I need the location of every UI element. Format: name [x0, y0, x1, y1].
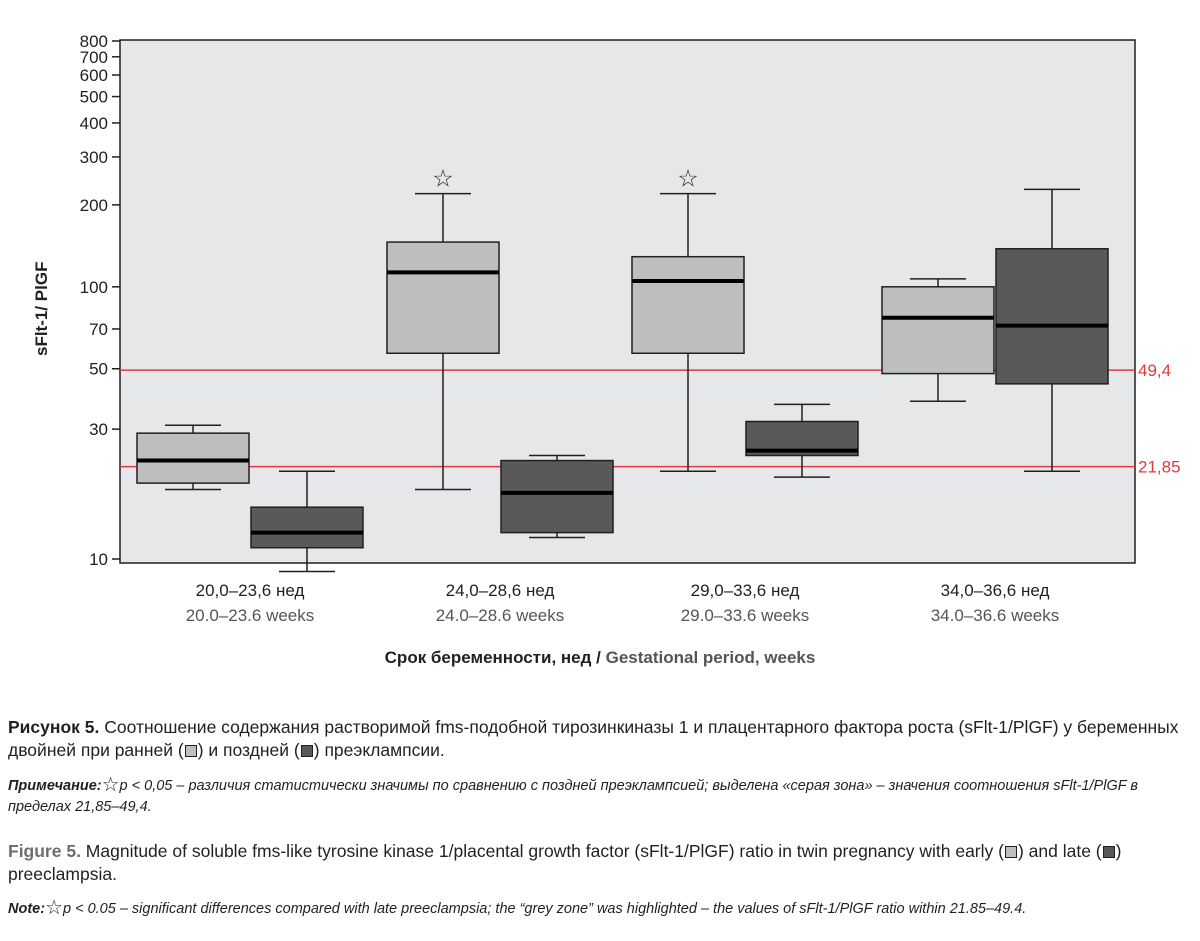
- box-series: [136, 188, 1109, 573]
- x-axis-title-sep: /: [591, 648, 606, 667]
- box-late: [500, 454, 614, 539]
- early-legend-square-icon: [1004, 846, 1017, 858]
- y-tick-label: 50: [89, 360, 108, 379]
- caption-ru-text-1: Соотношение содержания растворимой fms-п…: [8, 717, 1179, 760]
- caption-en-text-2: ) and late (: [1017, 841, 1102, 861]
- y-tick-label: 600: [80, 66, 108, 85]
- y-tick-label: 800: [80, 32, 108, 51]
- box-late: [250, 470, 364, 573]
- x-category-label-ru: 24,0–28,6 нед: [446, 581, 555, 600]
- y-tick-label: 100: [80, 278, 108, 297]
- x-axis-title-ru: Срок беременности, нед: [384, 648, 592, 667]
- box-iqr: [250, 506, 364, 549]
- x-axis-title-en: Gestational period, weeks: [605, 648, 816, 667]
- note-ru: Примечание:☆p < 0,05 – различия статисти…: [8, 774, 1188, 818]
- x-category-label-en: 20.0–23.6 weeks: [186, 606, 315, 625]
- caption-en-text-3: ) preeclampsia.: [8, 841, 1122, 884]
- caption-ru-text-2: ) и поздней (: [197, 740, 300, 760]
- x-category-label-en: 34.0–36.6 weeks: [931, 606, 1060, 625]
- early-legend-square-icon: [184, 745, 197, 757]
- y-tick-label: 300: [80, 148, 108, 167]
- box-early: [881, 278, 995, 402]
- box-iqr: [500, 459, 614, 534]
- y-tick-label: 200: [80, 196, 108, 215]
- note-en-label: Note:: [8, 901, 46, 917]
- x-category-label-en: 29.0–33.6 weeks: [681, 606, 810, 625]
- y-tick-label: 500: [80, 88, 108, 107]
- star-icon: ☆: [45, 897, 63, 919]
- x-category-label-ru: 20,0–23,6 нед: [196, 581, 305, 600]
- box-late: [745, 403, 859, 478]
- box-early: [631, 192, 745, 473]
- note-en-text: p < 0.05 – significant differences compa…: [63, 901, 1027, 917]
- box-iqr: [631, 255, 745, 355]
- y-axis-title: sFlt-1/ PlGF: [32, 261, 51, 356]
- caption-en-text-1: Magnitude of soluble fms-like tyrosine k…: [80, 841, 1004, 861]
- y-tick-label: 30: [89, 420, 108, 439]
- caption-ru: Рисунок 5. Соотношение содержания раство…: [8, 716, 1188, 762]
- late-legend-square-icon: [1102, 846, 1115, 858]
- y-tick-label: 70: [89, 320, 108, 339]
- late-legend-square-icon: [300, 745, 313, 757]
- star-icon: ☆: [101, 774, 120, 796]
- x-axis-labels: 20,0–23,6 нед 20.0–23.6 weeks 24,0–28,6 не…: [186, 581, 1060, 625]
- note-ru-text: p < 0,05 – различия статистически значим…: [8, 778, 1138, 815]
- box-iqr: [386, 241, 500, 355]
- x-axis-title: Срок беременности, нед / Gestational per…: [0, 648, 1200, 668]
- reference-line-label: 21,85: [1138, 458, 1181, 477]
- box-early: [136, 424, 250, 491]
- y-tick-label: 700: [80, 48, 108, 67]
- box-early: [386, 192, 500, 491]
- y-tick-label: 10: [89, 550, 108, 569]
- significance-markers: ☆ ☆: [432, 165, 699, 192]
- box-iqr: [995, 247, 1109, 385]
- caption-ru-text-3: ) преэклампсии.: [313, 740, 445, 760]
- box-iqr: [136, 432, 250, 484]
- box-late: [995, 188, 1109, 473]
- x-category-label-en: 24.0–28.6 weeks: [436, 606, 565, 625]
- caption-en-title: Figure 5.: [8, 841, 81, 861]
- significance-star-icon: ☆: [677, 165, 699, 192]
- box-iqr: [881, 286, 995, 375]
- caption-en: Figure 5. Magnitude of soluble fms-like …: [8, 840, 1188, 886]
- note-en: Note:☆p < 0.05 – significant differences…: [8, 897, 1188, 920]
- note-ru-label: Примечание:: [8, 778, 102, 794]
- significance-star-icon: ☆: [432, 165, 454, 192]
- x-category-label-ru: 29,0–33,6 нед: [691, 581, 800, 600]
- y-tick-label: 400: [80, 114, 108, 133]
- x-category-label-ru: 34,0–36,6 нед: [941, 581, 1050, 600]
- reference-line-label: 49,4: [1138, 361, 1171, 380]
- caption-ru-title: Рисунок 5.: [8, 717, 100, 737]
